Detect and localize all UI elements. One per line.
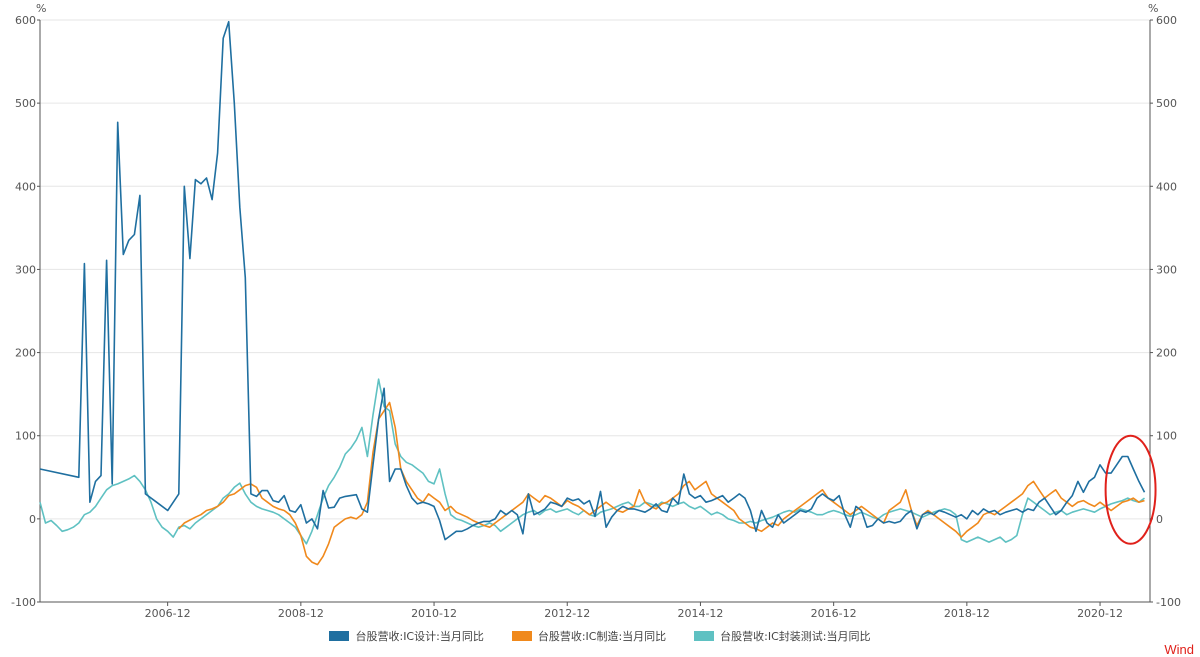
y-tick-label: 600 bbox=[1156, 14, 1177, 27]
y-tick-label: 0 bbox=[29, 513, 36, 526]
y-tick-label: 300 bbox=[15, 263, 36, 276]
y-tick-label: -100 bbox=[1156, 596, 1181, 609]
x-tick-label: 2020-12 bbox=[1077, 607, 1123, 620]
y-tick-label: 200 bbox=[1156, 347, 1177, 360]
highlight-ellipse bbox=[1104, 434, 1157, 545]
y-tick-label: 400 bbox=[1156, 180, 1177, 193]
left-y-unit: % bbox=[36, 2, 46, 15]
y-tick-label: 200 bbox=[15, 347, 36, 360]
x-tick-label: 2010-12 bbox=[411, 607, 457, 620]
right-y-unit: % bbox=[1148, 2, 1158, 15]
left-y-tick-labels: -100 0 100 200 300 400 500 600 bbox=[11, 14, 40, 609]
x-tick-label: 2012-12 bbox=[544, 607, 590, 620]
series-line-ic-design bbox=[39, 20, 1146, 541]
legend: 台股营收:IC设计:当月同比 台股营收:IC制造:当月同比 台股营收:IC封装测… bbox=[0, 627, 1200, 645]
legend-item-ic-packaging-testing[interactable]: 台股营收:IC封装测试:当月同比 bbox=[694, 627, 871, 645]
x-tick-label: 2006-12 bbox=[145, 607, 191, 620]
x-tick-label: 2016-12 bbox=[811, 607, 857, 620]
legend-swatch bbox=[694, 631, 715, 641]
y-tick-label: 500 bbox=[15, 97, 36, 110]
y-tick-label: 400 bbox=[15, 180, 36, 193]
brand-watermark: Wind bbox=[1164, 642, 1194, 657]
grid-lines bbox=[40, 19, 1150, 520]
legend-label: 台股营收:IC设计:当月同比 bbox=[355, 630, 484, 643]
legend-swatch bbox=[329, 631, 350, 641]
x-tick-label: 2018-12 bbox=[944, 607, 990, 620]
series-line-ic-manufacturing bbox=[178, 401, 1145, 566]
x-tick-labels: 2006-12 2008-12 2010-12 2012-12 2014-12 2016-… bbox=[145, 602, 1123, 620]
y-tick-label: 100 bbox=[15, 430, 36, 443]
legend-item-ic-design[interactable]: 台股营收:IC设计:当月同比 bbox=[329, 627, 484, 645]
line-chart: % % -100 0 100 200 300 400 500 600 -100 0 100 200 3… bbox=[11, 2, 1181, 620]
legend-label: 台股营收:IC封装测试:当月同比 bbox=[720, 630, 871, 643]
y-tick-label: 0 bbox=[1156, 513, 1163, 526]
y-tick-label: 300 bbox=[1156, 263, 1177, 276]
legend-item-ic-manufacturing[interactable]: 台股营收:IC制造:当月同比 bbox=[511, 627, 667, 645]
annotation bbox=[1104, 434, 1157, 545]
y-tick-label: 600 bbox=[15, 14, 36, 27]
y-tick-label: 100 bbox=[1156, 430, 1177, 443]
right-y-tick-labels: -100 0 100 200 300 400 500 600 bbox=[1150, 14, 1181, 609]
legend-swatch bbox=[511, 631, 532, 641]
x-tick-label: 2014-12 bbox=[677, 607, 723, 620]
legend-label: 台股营收:IC制造:当月同比 bbox=[537, 630, 667, 643]
y-tick-label: -100 bbox=[11, 596, 36, 609]
y-tick-label: 500 bbox=[1156, 97, 1177, 110]
x-tick-label: 2008-12 bbox=[278, 607, 324, 620]
series-lines bbox=[39, 20, 1146, 566]
